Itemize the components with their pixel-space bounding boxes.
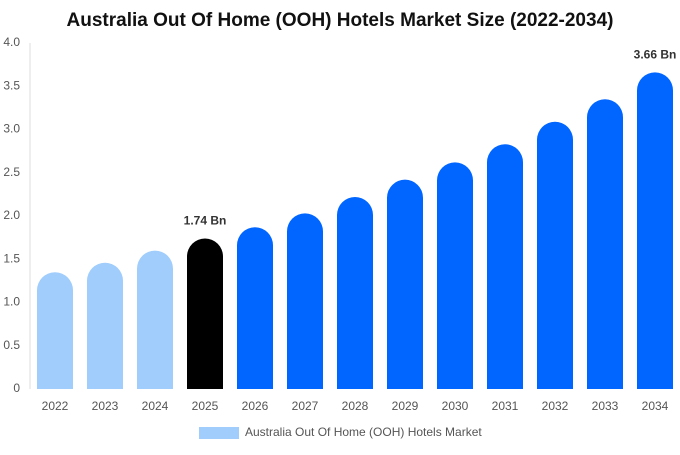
value-label: 1.74 Bn bbox=[184, 214, 227, 228]
bar bbox=[387, 179, 423, 389]
x-tick-label: 2031 bbox=[492, 399, 519, 413]
y-tick-label: 1.0 bbox=[3, 295, 20, 309]
bar bbox=[337, 196, 373, 389]
y-tick-label: 2.5 bbox=[3, 165, 20, 179]
bar bbox=[287, 213, 323, 389]
bar bbox=[487, 144, 523, 389]
x-tick-label: 2023 bbox=[92, 399, 119, 413]
bar bbox=[137, 250, 173, 389]
chart-title: Australia Out Of Home (OOH) Hotels Marke… bbox=[67, 10, 614, 31]
bar bbox=[87, 262, 123, 389]
bar bbox=[437, 162, 473, 389]
value-label: 3.66 Bn bbox=[634, 48, 677, 62]
y-tick-label: 2.0 bbox=[3, 208, 20, 222]
bar bbox=[537, 121, 573, 389]
y-tick-label: 0 bbox=[13, 381, 20, 395]
bar bbox=[237, 227, 273, 389]
x-tick-label: 2028 bbox=[342, 399, 369, 413]
x-tick-label: 2029 bbox=[392, 399, 419, 413]
bar bbox=[587, 99, 623, 389]
x-tick-label: 2025 bbox=[192, 399, 219, 413]
x-tick-label: 2022 bbox=[42, 399, 69, 413]
y-tick-label: 3.0 bbox=[3, 122, 20, 136]
y-tick-label: 4.0 bbox=[3, 35, 20, 49]
x-tick-label: 2032 bbox=[542, 399, 569, 413]
x-tick-label: 2034 bbox=[642, 399, 669, 413]
x-tick-label: 2026 bbox=[242, 399, 269, 413]
y-tick-label: 3.5 bbox=[3, 78, 20, 92]
bar bbox=[37, 272, 73, 389]
bar bbox=[187, 238, 223, 389]
x-tick-label: 2030 bbox=[442, 399, 469, 413]
x-tick-label: 2027 bbox=[292, 399, 319, 413]
y-tick-label: 1.5 bbox=[3, 251, 20, 265]
x-tick-label: 2024 bbox=[142, 399, 169, 413]
y-tick-label: 0.5 bbox=[3, 338, 20, 352]
x-tick-label: 2033 bbox=[592, 399, 619, 413]
legend-swatch bbox=[199, 427, 239, 439]
bar bbox=[637, 72, 673, 389]
legend-label: Australia Out Of Home (OOH) Hotels Marke… bbox=[245, 425, 482, 439]
